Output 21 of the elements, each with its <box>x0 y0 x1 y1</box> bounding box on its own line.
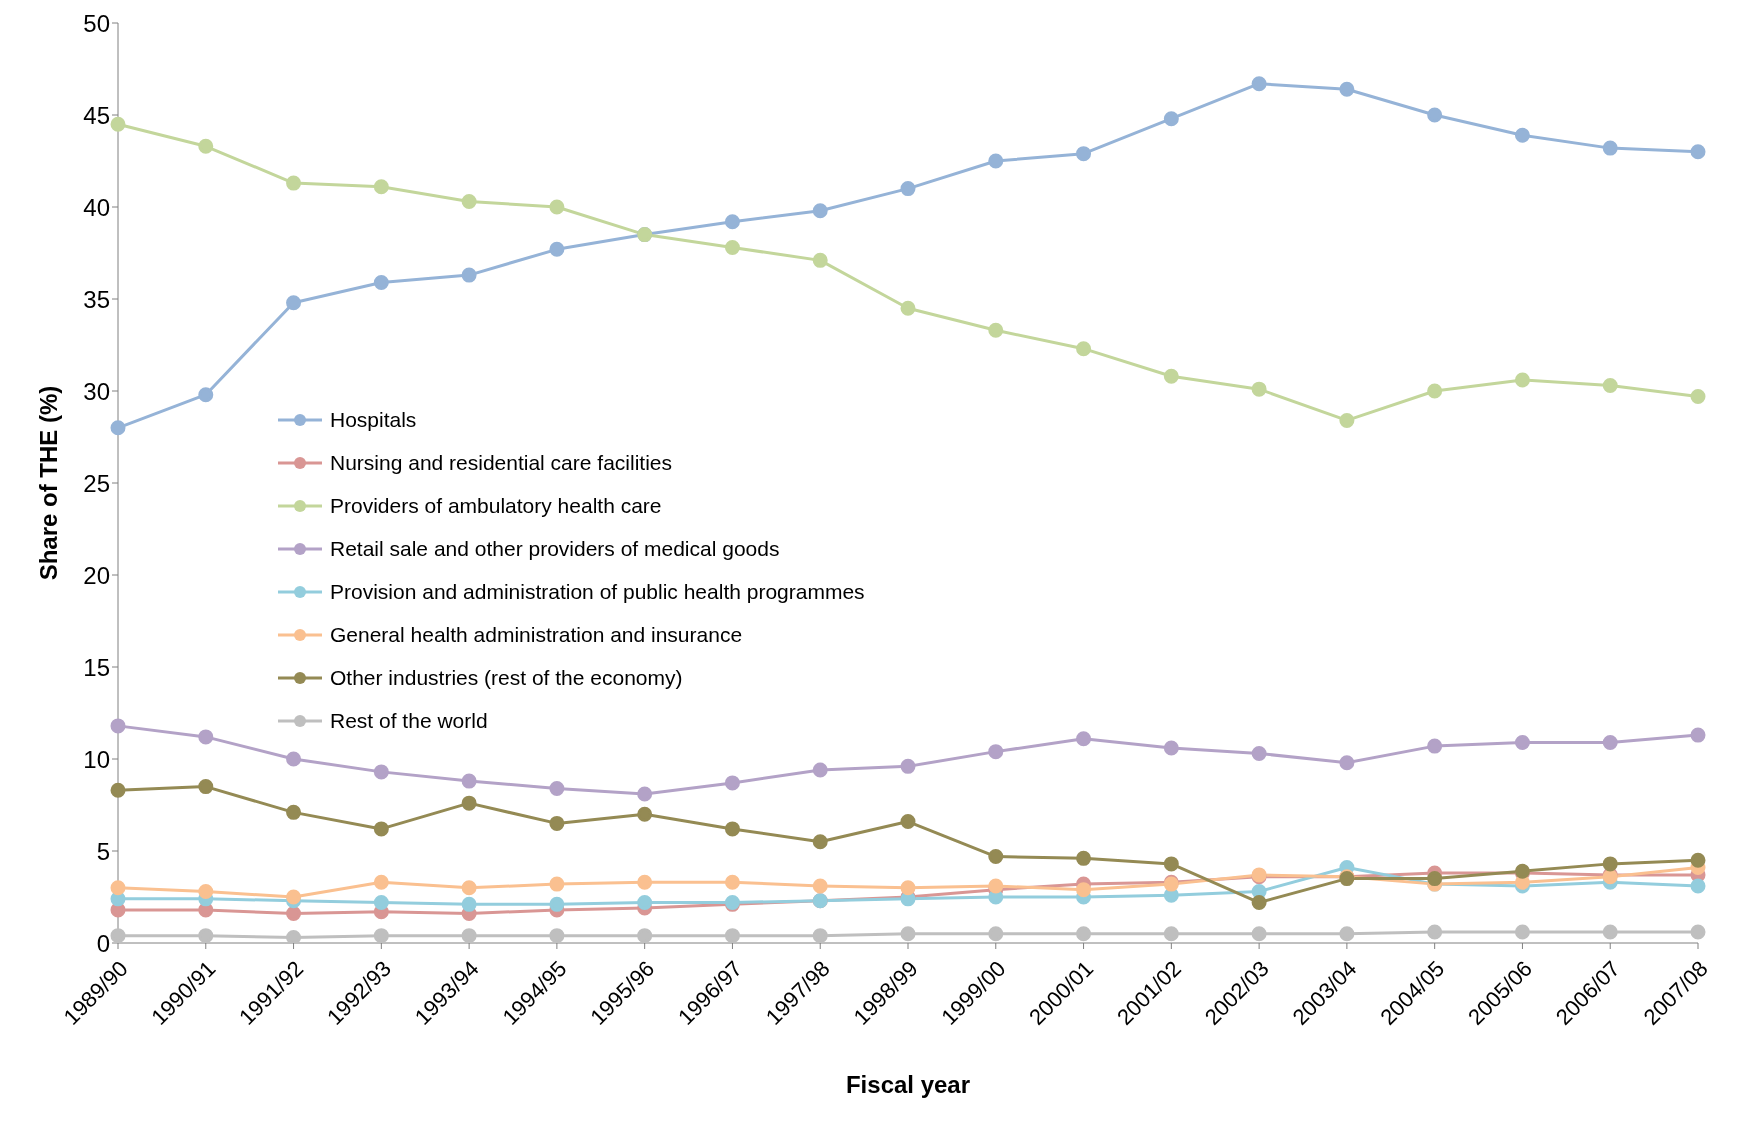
legend-label: Rest of the world <box>330 708 488 733</box>
y-tick-label: 20 <box>83 561 110 589</box>
y-tick-label: 15 <box>83 653 110 681</box>
legend-label: Providers of ambulatory health care <box>330 493 662 518</box>
y-tick-label: 50 <box>83 9 110 37</box>
legend-label: Retail sale and other providers of medical goods <box>330 536 780 561</box>
y-tick-label: 10 <box>83 745 110 773</box>
legend-label: Provision and administration of public health programmes <box>330 579 865 604</box>
legend-label: Hospitals <box>330 407 417 432</box>
legend-label: Other industries (rest of the economy) <box>330 665 683 690</box>
y-tick-label: 35 <box>83 285 110 313</box>
y-tick-label: 45 <box>83 101 110 129</box>
y-tick-label: 0 <box>96 929 110 957</box>
y-tick-label: 30 <box>83 377 110 405</box>
legend-label: Nursing and residential care facilities <box>330 450 672 475</box>
y-axis-title: Share of THE (%) <box>34 385 62 581</box>
y-tick-label: 25 <box>83 469 110 497</box>
legend-label: General health administration and insurance <box>330 622 743 647</box>
y-tick-label: 40 <box>83 193 110 221</box>
y-tick-label: 5 <box>96 837 110 865</box>
x-axis-title: Fiscal year <box>845 1071 971 1098</box>
